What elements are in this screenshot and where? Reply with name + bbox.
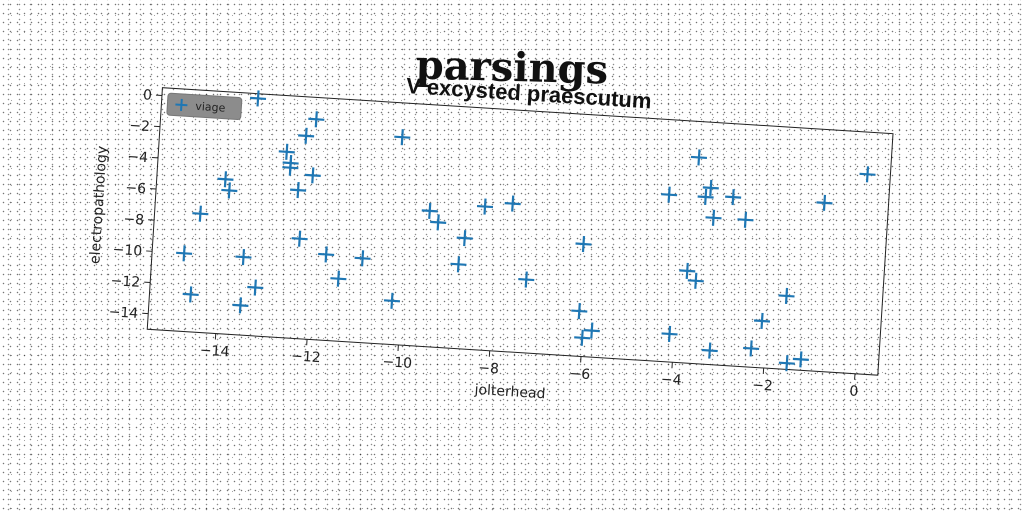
data-point — [430, 214, 447, 231]
data-point — [661, 186, 678, 203]
data-point — [354, 250, 371, 267]
data-point — [278, 143, 295, 160]
legend-label: viage — [195, 100, 226, 115]
data-point — [753, 312, 771, 330]
data-point — [661, 325, 678, 342]
x-tick-label: −6 — [569, 366, 591, 383]
data-point — [679, 262, 696, 279]
x-tick-label: −8 — [478, 360, 500, 377]
x-tick-label: −12 — [291, 348, 321, 366]
data-point — [249, 90, 267, 107]
data-point — [816, 194, 833, 211]
data-point — [235, 249, 252, 266]
data-point — [232, 297, 249, 314]
data-point — [743, 340, 760, 357]
data-point — [571, 302, 588, 320]
data-point — [701, 342, 718, 359]
x-axis-label: jolterhead — [473, 382, 546, 402]
data-point — [725, 189, 742, 206]
data-point — [583, 322, 600, 339]
data-point — [318, 246, 335, 263]
data-point — [282, 159, 299, 176]
y-tick-label: −12 — [110, 273, 140, 291]
data-point — [290, 182, 307, 199]
data-point — [394, 129, 411, 146]
y-tick-label: −8 — [123, 211, 145, 228]
legend-box — [166, 92, 243, 120]
data-point — [575, 235, 592, 253]
legend-marker — [175, 98, 188, 111]
y-tick-label: −6 — [125, 180, 147, 197]
data-point — [450, 256, 467, 273]
data-point — [217, 171, 234, 188]
x-tick-label: −2 — [752, 377, 774, 394]
plot-group: V excysted praescutum −14 −12 −10 −8 −6 −4 −2 0 0… — [87, 73, 894, 402]
data-point — [383, 292, 401, 309]
data-point — [456, 230, 473, 247]
y-tick-label: −14 — [108, 304, 139, 322]
x-tick-label: −14 — [199, 343, 230, 361]
data-point — [778, 355, 795, 372]
y-axis-label: electropathology — [87, 145, 110, 264]
data-point — [221, 182, 238, 199]
x-tick-label: −4 — [660, 372, 682, 389]
data-point — [702, 179, 719, 196]
data-point — [737, 211, 754, 228]
y-tick-label: −2 — [129, 118, 151, 135]
data-point — [687, 272, 704, 289]
data-point — [778, 287, 795, 304]
x-tick-label: −10 — [382, 354, 412, 372]
y-tick-label: −10 — [112, 242, 142, 260]
data-point — [697, 188, 714, 206]
data-point — [859, 166, 876, 183]
data-point — [792, 351, 809, 368]
data-point — [690, 149, 708, 166]
data-point — [518, 271, 535, 288]
x-tick-label: 0 — [849, 383, 859, 400]
data-point — [247, 279, 264, 296]
data-point — [291, 230, 308, 247]
plot-frame — [146, 87, 894, 376]
data-point — [182, 286, 199, 303]
data-point — [421, 202, 438, 219]
data-point — [476, 198, 494, 215]
data-point — [574, 329, 591, 346]
data-point — [504, 195, 521, 212]
data-point — [192, 205, 209, 222]
data-point — [330, 270, 347, 287]
data-point — [705, 209, 722, 226]
y-tick-label: −4 — [127, 149, 149, 166]
y-tick-label: 0 — [143, 87, 153, 104]
data-point — [176, 245, 193, 262]
data-point — [308, 111, 325, 128]
data-point — [298, 127, 315, 144]
chart-title: V excysted praescutum — [405, 73, 652, 113]
legend: viage — [166, 92, 243, 120]
data-point — [304, 167, 321, 184]
